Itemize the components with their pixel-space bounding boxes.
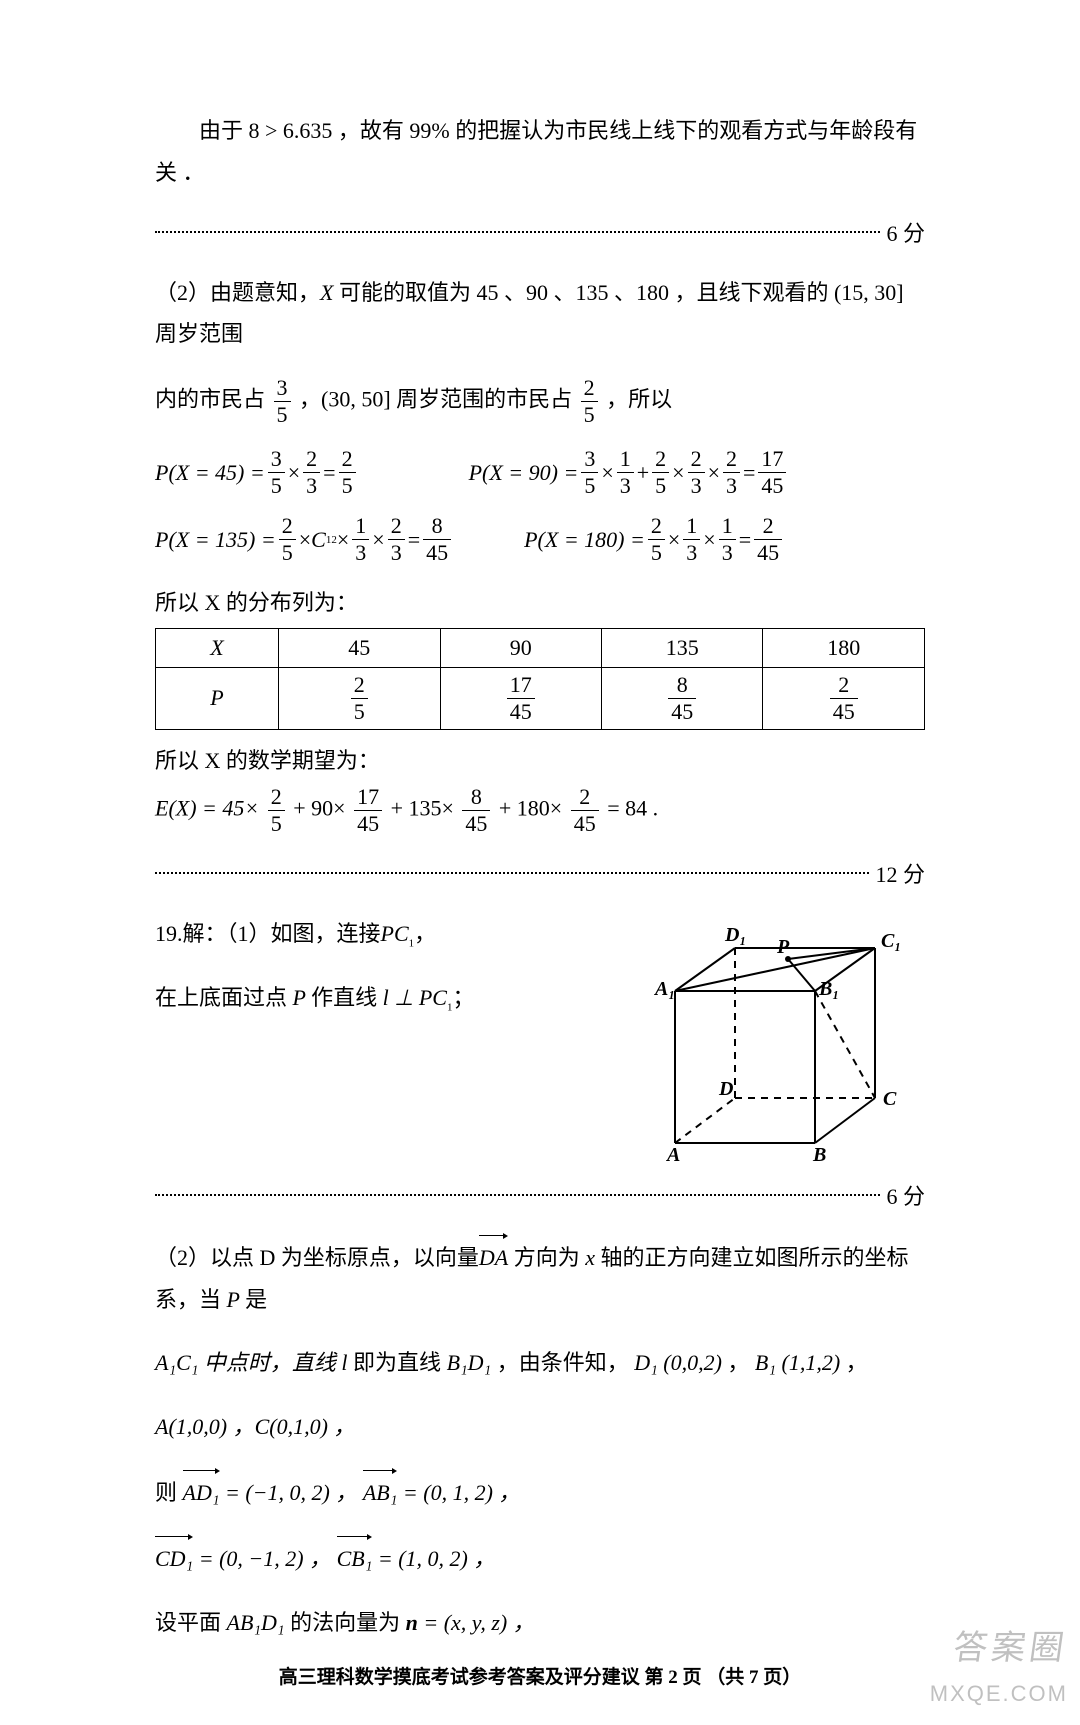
q19-line-h: 设平面 AB₁D₁ 的法向量为 n = (x, y, z) ，: [155, 1602, 925, 1644]
score-line-6b: 6 分: [155, 1179, 925, 1211]
paragraph-p2-line2: 内的市民占 35 ，(30, 50] 周岁范围的市民占 25 ，所以: [155, 377, 925, 426]
q19-line-b: 在上底面过点 P 作直线 l ⊥ PC1；: [155, 977, 625, 1019]
page-footer: 高三理科数学摸底考试参考答案及评分建议 第 2 页 （共 7 页）: [155, 1662, 925, 1689]
svg-text:A: A: [665, 1144, 680, 1163]
ex-formula: E(X) = 45× 25 + 90× 1745 + 135× 845 + 18…: [155, 786, 925, 835]
eq-row-2: P(X = 135) = 25 × C12 × 13 × 23 = 845 P(…: [155, 515, 925, 564]
mark-6a: 6 分: [880, 216, 925, 248]
eq-row-1: P(X = 45) = 35 × 23 = 25 P(X = 90) = 35 …: [155, 448, 925, 497]
svg-text:C₁: C₁: [881, 930, 901, 952]
watermark-url: MXQE.COM: [930, 1681, 1068, 1707]
svg-text:D₁: D₁: [724, 924, 746, 946]
q19-line-a: 19.解：（1）如图，连接PC1，: [155, 913, 625, 955]
q19-line-e: A(1,0,0) ，C(0,1,0) ，: [155, 1406, 925, 1448]
mark-12: 12 分: [869, 857, 925, 889]
paragraph-p2-line1: （2）由题意知，X 可能的取值为 45 、90 、135 、180 ，且线下观看…: [155, 272, 925, 356]
paragraph-ex-intro: 所以 X 的数学期望为：: [155, 740, 925, 782]
svg-text:P: P: [776, 936, 790, 958]
svg-text:A₁: A₁: [653, 978, 675, 1000]
table-row: X 45 90 135 180: [156, 628, 925, 667]
cube-svg: A B C D A₁ B₁ C₁ D₁ P: [625, 913, 905, 1163]
q19-line-c: （2）以点 D 为坐标原点，以向量DA 方向为 x 轴的正方向建立如图所示的坐标…: [155, 1235, 925, 1321]
q19-line-d: A₁C₁ 中点时，直线 l 即为直线 B₁D₁ ，由条件知， D₁ (0,0,2…: [155, 1342, 925, 1384]
q19-line-g: CD₁ = (0, −1, 2) ， CB₁ = (1, 0, 2) ，: [155, 1536, 925, 1580]
svg-text:B₁: B₁: [818, 978, 839, 1000]
svg-text:C: C: [883, 1088, 897, 1110]
score-line-6a: 6 分: [155, 216, 925, 248]
svg-text:D: D: [718, 1078, 733, 1100]
score-line-12: 12 分: [155, 857, 925, 889]
svg-text:B: B: [812, 1144, 826, 1163]
q19-line-f: 则 AD₁ = (−1, 0, 2) ， AB₁ = (0, 1, 2) ，: [155, 1470, 925, 1514]
mark-6b: 6 分: [880, 1179, 925, 1211]
distribution-table: X 45 90 135 180 P 25 1745 845 245: [155, 628, 925, 730]
watermark-logo: 答案圈: [951, 1620, 1072, 1669]
paragraph-conclusion: 由于 8 > 6.635 ，故有 99% 的把握认为市民线上线下的观看方式与年龄…: [155, 110, 925, 194]
table-row: P 25 1745 845 245: [156, 667, 925, 729]
cube-diagram: A B C D A₁ B₁ C₁ D₁ P: [625, 913, 905, 1163]
paragraph-dist-intro: 所以 X 的分布列为：: [155, 582, 925, 624]
